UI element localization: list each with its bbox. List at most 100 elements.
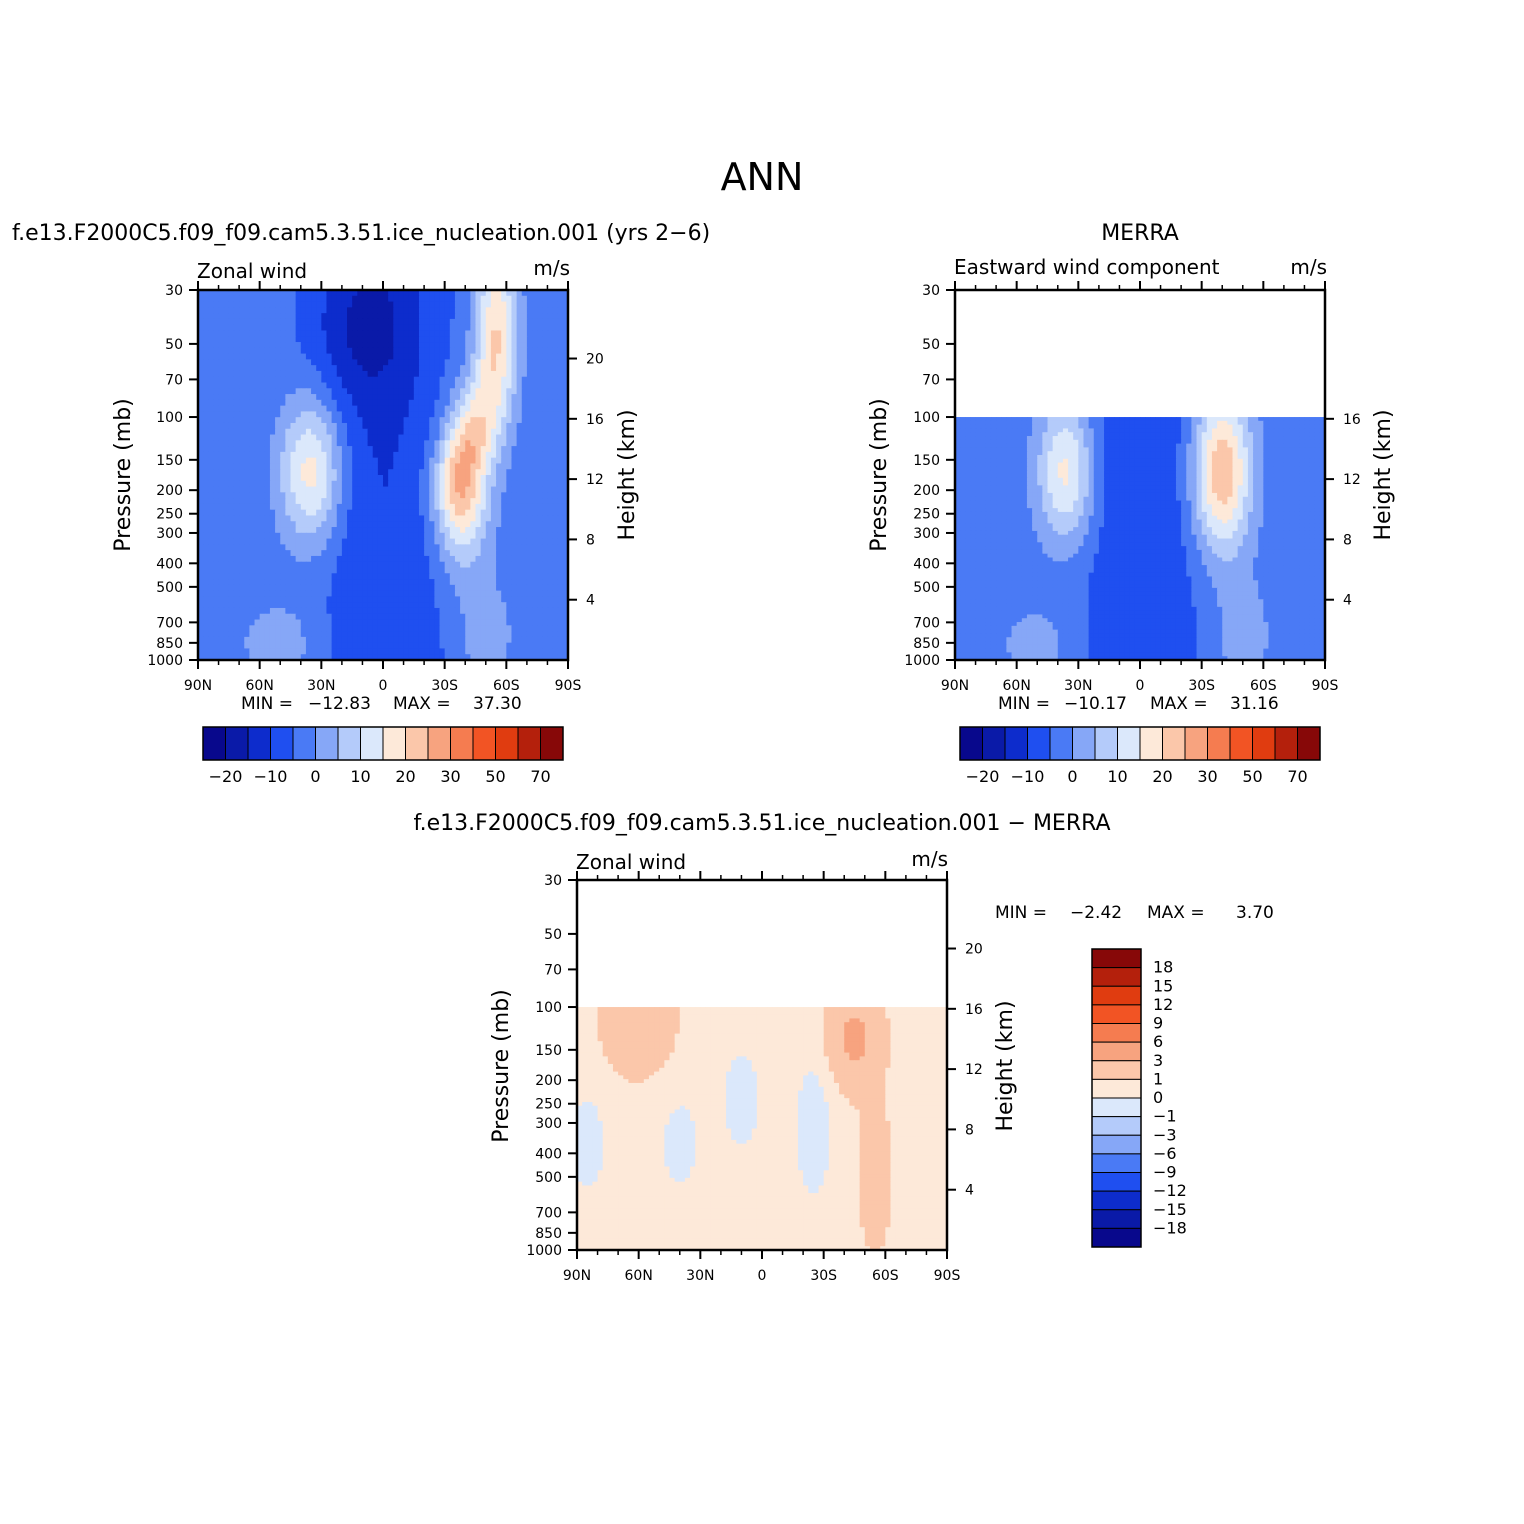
- contour-cell: [362, 607, 369, 615]
- contour-cell: [532, 428, 538, 436]
- contour-cell: [249, 365, 256, 372]
- contour-cell: [485, 446, 492, 453]
- contour-cell: [352, 376, 358, 384]
- contour-cell: [239, 301, 245, 308]
- contour-cell: [434, 359, 441, 366]
- contour-cell: [460, 584, 466, 592]
- contour-cell: [269, 440, 276, 447]
- contour-cell: [203, 561, 209, 569]
- contour-cell: [223, 324, 230, 332]
- contour-cell: [244, 590, 250, 598]
- contour-cell: [413, 365, 420, 372]
- contour-cell: [542, 573, 549, 580]
- contour-cell: [341, 642, 348, 650]
- contour-cell: [485, 370, 492, 378]
- contour-cell: [557, 324, 564, 332]
- contour-cell: [1273, 420, 1280, 426]
- contour-cell: [501, 521, 507, 528]
- contour-cell: [1073, 420, 1079, 426]
- contour-cell: [239, 475, 245, 482]
- contour-cell: [532, 370, 538, 378]
- contour-cell: [203, 446, 209, 453]
- contour-cell: [213, 498, 220, 505]
- contour-cell: [208, 550, 215, 557]
- contour-cell: [398, 411, 405, 418]
- contour-cell: [269, 602, 276, 609]
- contour-cell: [465, 648, 471, 655]
- contour-cell: [511, 550, 518, 557]
- contour-cell: [408, 642, 415, 650]
- contour-cell: [460, 538, 466, 545]
- contour-cell: [501, 388, 507, 395]
- contour-cell: [305, 486, 312, 493]
- contour-cell: [347, 648, 353, 655]
- contour-cell: [460, 428, 466, 436]
- contour-cell: [290, 330, 297, 337]
- contour-cell: [1278, 420, 1285, 426]
- contour-cell: [316, 399, 322, 407]
- contour-cell: [264, 428, 271, 436]
- contour-cell: [562, 469, 569, 476]
- contour-cell: [552, 376, 559, 384]
- contour-cell: [259, 434, 266, 441]
- y-tick-label: 200: [156, 483, 183, 499]
- contour-cell: [275, 602, 281, 609]
- contour-cell: [321, 521, 328, 528]
- contour-cell: [357, 584, 364, 592]
- contour-cell: [547, 388, 554, 395]
- contour-cell: [285, 521, 292, 528]
- contour-cell: [347, 602, 353, 609]
- contour-cell: [532, 382, 538, 389]
- contour-cell: [434, 313, 441, 320]
- contour-cell: [506, 295, 513, 303]
- contour-cell: [275, 376, 281, 384]
- contour-cell: [413, 290, 420, 297]
- contour-cell: [521, 307, 528, 314]
- contour-cell: [372, 492, 379, 499]
- contour-cell: [326, 301, 333, 308]
- contour-cell: [352, 440, 358, 447]
- contour-cell: [203, 376, 209, 384]
- contour-cell: [331, 301, 338, 308]
- contour-cell: [465, 290, 471, 297]
- contour-cell: [377, 607, 384, 615]
- contour-cell: [357, 625, 364, 632]
- contour-cell: [388, 561, 394, 569]
- contour-cell: [475, 654, 482, 661]
- contour-cell: [208, 527, 215, 534]
- contour-cell: [213, 440, 220, 447]
- contour-cell: [336, 388, 343, 395]
- contour-cell: [418, 515, 425, 522]
- contour-cell: [398, 382, 405, 389]
- contour-cell: [557, 307, 564, 314]
- contour-cell: [316, 613, 322, 621]
- contour-cell: [383, 573, 389, 580]
- contour-cell: [208, 318, 215, 326]
- contour-cell: [244, 567, 250, 574]
- contour-cell: [198, 405, 204, 413]
- contour-cell: [362, 295, 369, 303]
- contour-cell: [239, 607, 245, 615]
- contour-cell: [506, 307, 513, 314]
- contour-cell: [526, 486, 533, 493]
- contour-cell: [331, 642, 338, 650]
- contour-cell: [305, 359, 312, 366]
- contour-cell: [413, 399, 420, 407]
- contour-cell: [1196, 417, 1203, 422]
- contour-cell: [418, 642, 425, 650]
- contour-cell: [454, 405, 461, 413]
- contour-cell: [506, 318, 513, 326]
- contour-cell: [388, 347, 394, 355]
- contour-cell: [506, 573, 513, 580]
- contour-cell: [275, 451, 281, 459]
- contour-cell: [331, 584, 338, 592]
- contour-cell: [213, 417, 220, 424]
- colorbar-swatch: [315, 726, 339, 761]
- contour-cell: [521, 521, 528, 528]
- contour-cell: [424, 399, 430, 407]
- contour-cell: [367, 457, 374, 465]
- contour-cell: [383, 446, 389, 453]
- contour-cell: [439, 457, 446, 465]
- contour-cell: [275, 295, 281, 303]
- contour-cell: [393, 370, 400, 378]
